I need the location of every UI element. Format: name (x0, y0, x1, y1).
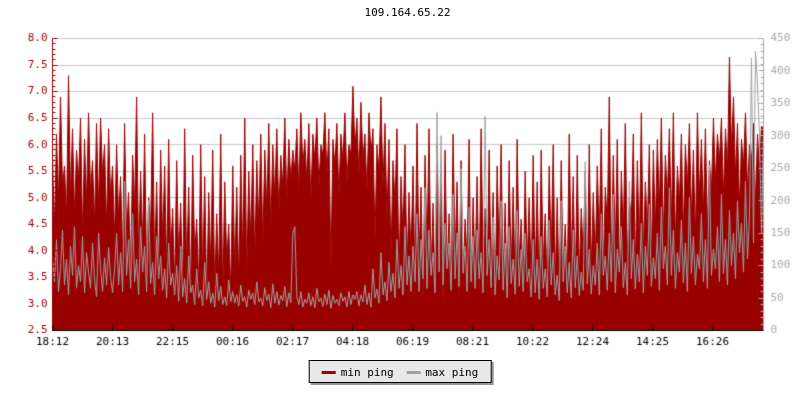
min-ping-line-swatch (321, 371, 336, 374)
max-ping-line-swatch (406, 371, 421, 374)
chart-title: 109.164.65.22 (364, 6, 451, 19)
legend-label-min-ping: min ping (340, 366, 394, 379)
legend-item-max-ping: max ping (406, 366, 478, 379)
legend: min ping max ping (308, 360, 492, 383)
legend-label-max-ping: max ping (425, 366, 479, 379)
legend-item-min-ping: min ping (321, 366, 394, 379)
